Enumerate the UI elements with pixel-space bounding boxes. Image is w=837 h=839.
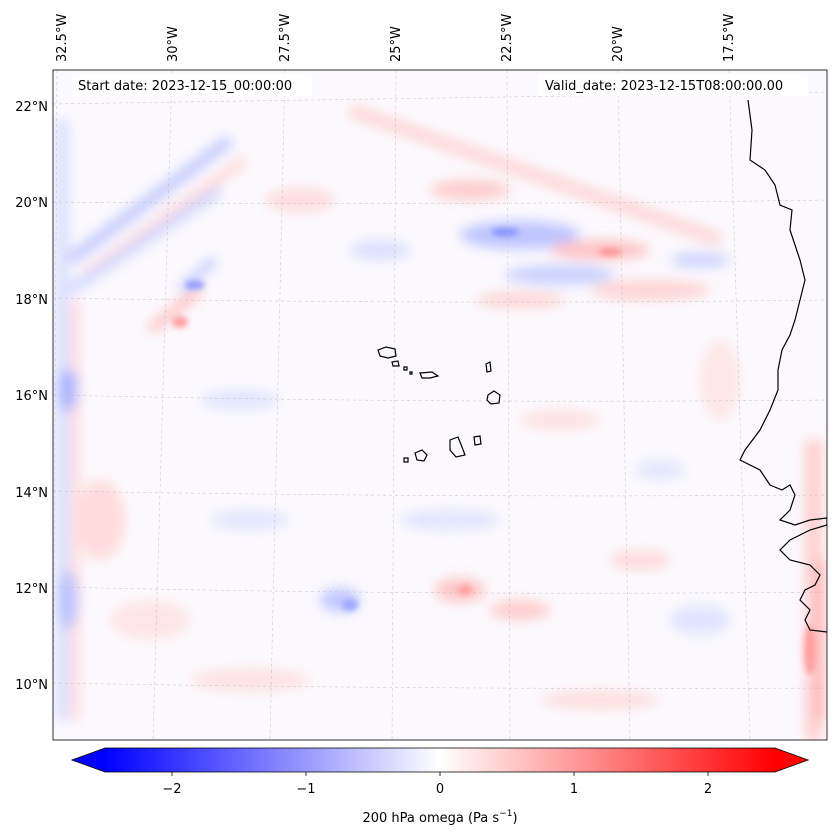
colorbar-extend-low — [72, 748, 105, 772]
y-tick-label: 18°N — [15, 293, 48, 308]
x-tick-label: 32.5°W — [55, 14, 70, 62]
colorbar-tick-label: 1 — [570, 782, 578, 797]
start-date-box — [72, 74, 312, 96]
x-tick-label: 30°W — [166, 26, 181, 62]
y-tick-label: 10°N — [15, 678, 48, 693]
colorbar-label-close: ) — [512, 811, 517, 826]
colorbar-extend-high — [775, 748, 808, 772]
valid-date-label: Valid_date: 2023-12-15T08:00:00.00 — [545, 79, 783, 94]
colorbar: −2 −1 0 1 2 200 hPa omega (Pa s−1) — [70, 747, 810, 826]
cape-verde-islands — [377, 346, 501, 463]
start-date-label: Start date: 2023-12-15_00:00:00 — [78, 79, 292, 94]
colorbar-tick-label: −1 — [296, 782, 315, 797]
valid-date-box — [538, 74, 808, 96]
y-tick-label: 16°N — [15, 389, 48, 404]
colorbar-tick-label: 0 — [436, 782, 444, 797]
colorbar-outline — [70, 747, 810, 773]
x-tick-labels: 32.5°W 30°W 27.5°W 25°W 22.5°W 20°W 17.5… — [55, 14, 737, 62]
colorbar-body — [105, 748, 775, 772]
colorbar-label-text: 200 hPa omega (Pa s — [362, 811, 499, 826]
x-tick-label: 20°W — [611, 26, 626, 62]
graticule — [53, 70, 827, 740]
colorbar-tick-label: 2 — [704, 782, 712, 797]
colorbar-ticks: −2 −1 0 1 2 — [162, 772, 712, 797]
x-tick-label: 25°W — [389, 26, 404, 62]
coastline — [739, 99, 827, 633]
y-tick-label: 12°N — [15, 582, 48, 597]
colorbar-label-sup: −1 — [499, 809, 512, 819]
x-tick-label: 17.5°W — [722, 14, 737, 62]
y-tick-labels: 22°N 20°N 18°N 16°N 14°N 12°N 10°N — [15, 100, 48, 693]
colorbar-tick-label: −2 — [162, 782, 181, 797]
y-tick-label: 22°N — [15, 100, 48, 115]
omega-field — [53, 70, 827, 740]
map-frame — [52, 69, 828, 741]
colorbar-label: 200 hPa omega (Pa s−1) — [362, 809, 517, 826]
y-tick-label: 14°N — [15, 486, 48, 501]
x-tick-label: 27.5°W — [278, 14, 293, 62]
y-tick-label: 20°N — [15, 196, 48, 211]
x-tick-label: 22.5°W — [500, 14, 515, 62]
